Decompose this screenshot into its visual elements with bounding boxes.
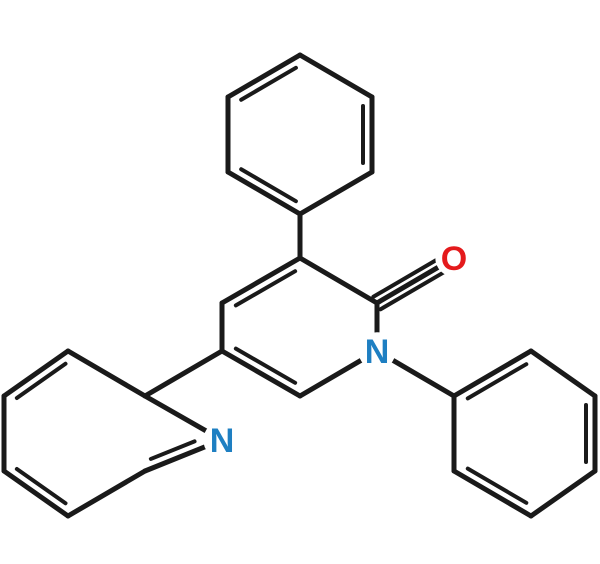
n-atom-label: N	[365, 333, 390, 371]
o-atom-label: O	[441, 240, 467, 278]
molecule-diagram: N O N	[0, 0, 600, 564]
n-atom-label: N	[210, 422, 235, 460]
